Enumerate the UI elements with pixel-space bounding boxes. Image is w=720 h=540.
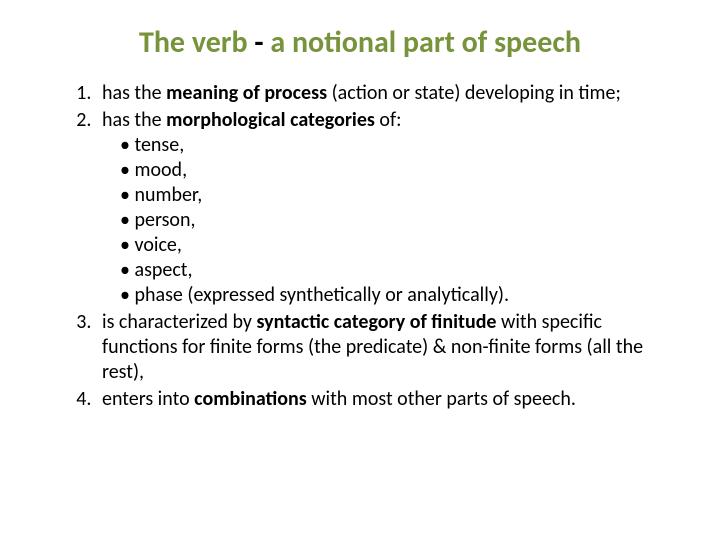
item2-pre: has the — [102, 108, 166, 132]
item-1: has the meaning of process (action or st… — [96, 81, 672, 106]
title-prefix: The verb — [139, 24, 254, 61]
sub-item-voice: voice, — [120, 233, 672, 258]
item-3: is characterized by syntactic category o… — [96, 310, 672, 385]
item1-bold: meaning of process — [166, 81, 331, 105]
item3-pre: is characterized by — [102, 310, 257, 334]
sub-item-phase: phase (expressed synthetically or analyt… — [120, 283, 672, 308]
item4-pre: enters into — [102, 387, 194, 411]
item1-pre: has the — [102, 81, 166, 105]
title-suffix: a notional part of speech — [270, 24, 581, 61]
main-list: has the meaning of process (action or st… — [48, 81, 672, 412]
item4-post: with most other parts of speech. — [307, 387, 576, 411]
slide: The verb - a notional part of speech has… — [0, 0, 720, 438]
sub-item-aspect: aspect, — [120, 258, 672, 283]
sub-item-tense: tense, — [120, 133, 672, 158]
item4-bold: combinations — [194, 387, 307, 411]
item2-bold: morphological categories — [166, 108, 379, 132]
item-2: has the morphological categories of: ten… — [96, 108, 672, 308]
slide-title: The verb - a notional part of speech — [48, 24, 672, 61]
sub-item-person: person, — [120, 208, 672, 233]
item-4: enters into combinations with most other… — [96, 387, 672, 412]
item3-bold: syntactic category of finitude — [257, 310, 502, 334]
item1-post: (action or state) developing in time; — [332, 81, 621, 105]
title-dash: - — [254, 24, 270, 61]
sub-item-number: number, — [120, 183, 672, 208]
sub-list: tense, mood, number, person, voice, aspe… — [102, 133, 672, 308]
item2-post: of: — [379, 108, 401, 132]
sub-item-mood: mood, — [120, 158, 672, 183]
